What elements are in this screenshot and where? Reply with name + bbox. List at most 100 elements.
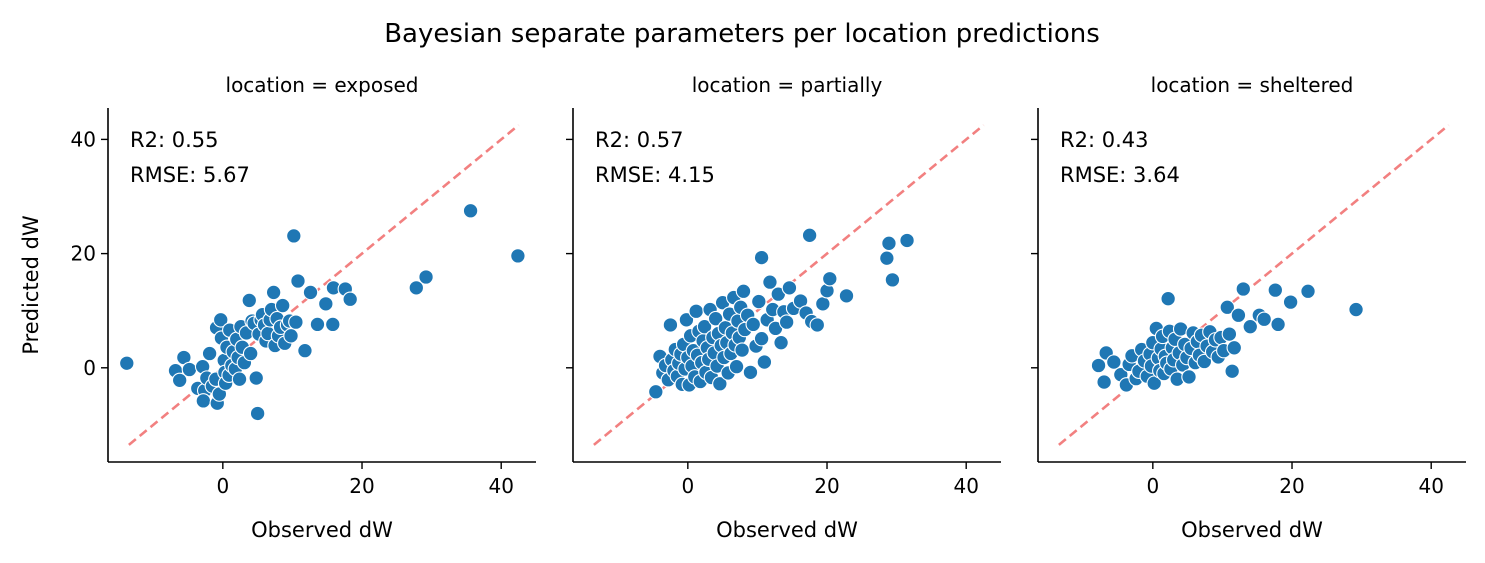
- data-point: [1096, 374, 1112, 390]
- panel-title: location = sheltered: [1151, 73, 1354, 97]
- panel-title: location = exposed: [226, 73, 419, 97]
- x-tick-label: 40: [953, 474, 978, 498]
- data-point: [283, 328, 299, 344]
- data-point: [734, 342, 750, 358]
- data-point: [1348, 301, 1364, 318]
- data-point: [201, 345, 218, 362]
- data-point: [773, 334, 789, 351]
- data-point: [1219, 299, 1236, 316]
- data-point: [753, 330, 770, 347]
- x-tick-label: 40: [488, 474, 513, 498]
- data-point: [838, 288, 855, 304]
- data-point: [1230, 307, 1247, 324]
- data-point: [778, 314, 795, 330]
- data-point: [1300, 283, 1316, 300]
- x-tick-label: 0: [216, 474, 229, 498]
- data-point: [181, 361, 198, 378]
- data-point: [1221, 326, 1238, 342]
- rmse-annotation: RMSE: 4.15: [595, 163, 715, 187]
- data-point: [696, 318, 713, 335]
- data-point: [195, 393, 212, 409]
- data-point: [735, 283, 752, 300]
- data-point: [290, 273, 306, 289]
- scatter-panels: location = exposed 0 20 40 0 20 40 R2: 0.55 RMSE…: [19, 73, 1466, 542]
- r2-annotation: R2: 0.55: [130, 128, 218, 152]
- data-point: [1270, 316, 1286, 333]
- panel-1: location = partially 0 20 40 R2: 0.57 RMSE: 4…: [566, 73, 1001, 542]
- x-tick-label: 0: [1146, 474, 1159, 498]
- data-point: [1181, 369, 1197, 385]
- data-point: [1224, 363, 1240, 379]
- x-tick-label: 20: [1279, 474, 1304, 498]
- x-axis-label: Observed dW: [1181, 518, 1323, 542]
- data-point: [297, 342, 313, 359]
- data-point: [881, 235, 897, 252]
- data-point: [325, 316, 341, 333]
- data-point: [318, 296, 334, 312]
- data-point: [879, 250, 895, 266]
- y-tick-label: 20: [71, 242, 96, 266]
- data-point: [751, 293, 767, 310]
- data-point: [241, 292, 258, 309]
- data-point: [242, 345, 259, 362]
- data-point: [742, 364, 759, 381]
- data-point: [249, 405, 266, 422]
- data-point: [171, 372, 188, 389]
- data-point: [1106, 354, 1122, 370]
- x-axis-label: Observed dW: [716, 518, 858, 542]
- data-point: [274, 297, 291, 314]
- x-tick-label: 0: [681, 474, 694, 498]
- rmse-annotation: RMSE: 3.64: [1060, 163, 1180, 187]
- data-point: [688, 303, 704, 320]
- data-point: [231, 371, 248, 387]
- data-point: [212, 312, 229, 328]
- data-point: [899, 232, 915, 249]
- data-point: [809, 317, 826, 333]
- panel-2: location = sheltered 0 20 40 R2: 0.43 RMSE: 3…: [1031, 73, 1466, 542]
- data-point: [1242, 318, 1259, 335]
- panel-0: location = exposed 0 20 40 0 20 40 R2: 0.55 RMSE…: [71, 73, 536, 542]
- data-point: [418, 269, 434, 285]
- data-point: [745, 316, 761, 333]
- y-tick-label: 40: [71, 127, 96, 151]
- data-point: [1226, 340, 1243, 356]
- x-tick-label: 40: [1418, 474, 1443, 498]
- data-point: [648, 384, 664, 400]
- x-tick-label: 20: [349, 474, 374, 498]
- r2-annotation: R2: 0.43: [1060, 128, 1148, 152]
- data-point: [309, 316, 326, 333]
- rmse-annotation: RMSE: 5.67: [130, 163, 250, 187]
- data-point: [815, 296, 831, 312]
- figure-title: Bayesian separate parameters per locatio…: [384, 19, 1100, 49]
- data-point: [728, 358, 745, 375]
- data-point: [510, 248, 526, 264]
- data-point: [801, 227, 818, 244]
- data-point: [884, 272, 901, 288]
- data-point: [707, 310, 724, 327]
- data-point: [1282, 294, 1299, 310]
- data-point: [762, 274, 778, 290]
- data-point: [712, 376, 728, 392]
- x-axis-label: Observed dW: [251, 518, 393, 542]
- data-point: [753, 249, 770, 266]
- data-point: [1235, 281, 1252, 297]
- data-point: [1267, 282, 1284, 298]
- data-point: [342, 291, 358, 308]
- data-point: [302, 284, 319, 301]
- data-point: [408, 280, 425, 296]
- panel-title: location = partially: [692, 73, 883, 97]
- data-point: [286, 228, 302, 244]
- data-point: [781, 280, 798, 296]
- r2-annotation: R2: 0.57: [595, 128, 683, 152]
- data-point: [1160, 290, 1176, 307]
- data-point: [1090, 357, 1107, 374]
- data-point: [662, 317, 679, 333]
- data-point: [822, 270, 838, 287]
- data-point: [678, 312, 695, 328]
- data-point: [119, 355, 135, 371]
- data-point: [288, 314, 304, 330]
- data-point: [756, 354, 773, 370]
- data-point: [248, 370, 264, 386]
- y-tick-label: 0: [83, 356, 96, 380]
